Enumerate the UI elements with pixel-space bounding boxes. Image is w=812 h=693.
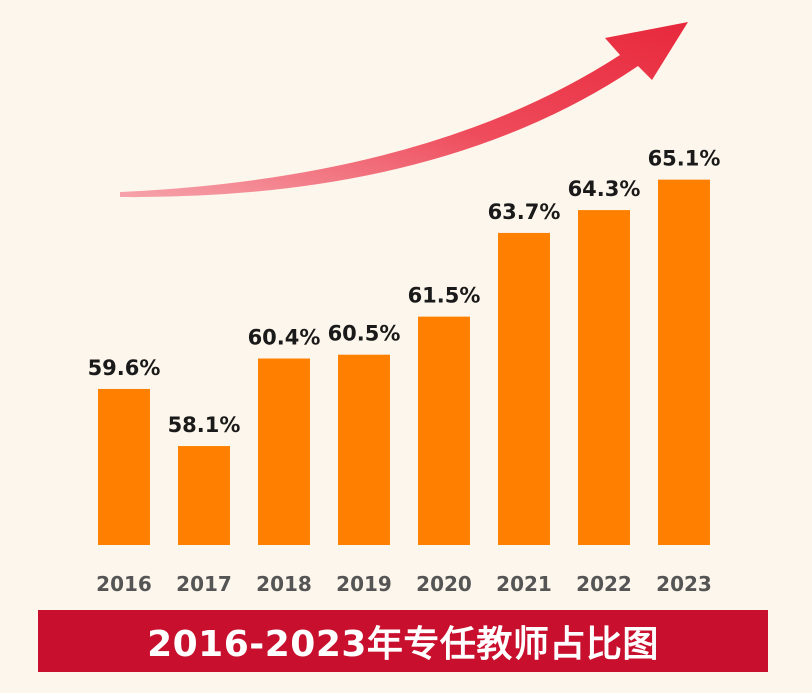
chart-title-band: 2016-2023年专任教师占比图 bbox=[38, 610, 768, 672]
x-tick-2020: 2020 bbox=[416, 572, 472, 596]
bar-chart: 59.6% 58.1% 60.4% 60.5% 61.5% 63.7% 64.3% 65.1%… bbox=[88, 22, 721, 596]
bar-2017 bbox=[178, 446, 230, 545]
value-label-2023: 65.1% bbox=[648, 147, 721, 171]
trend-arrow-icon bbox=[120, 22, 688, 198]
x-tick-2016: 2016 bbox=[96, 572, 152, 596]
x-tick-2017: 2017 bbox=[176, 572, 232, 596]
bar-2016 bbox=[98, 388, 150, 545]
value-label-2021: 63.7% bbox=[488, 200, 561, 224]
value-label-2018: 60.4% bbox=[248, 326, 321, 350]
bar-2021 bbox=[498, 232, 550, 545]
value-label-2020: 61.5% bbox=[408, 284, 481, 308]
x-tick-2023: 2023 bbox=[656, 572, 712, 596]
value-label-2016: 59.6% bbox=[88, 356, 161, 380]
bar-2019 bbox=[338, 354, 390, 545]
bar-2022 bbox=[578, 210, 630, 545]
bar-2020 bbox=[418, 316, 470, 545]
bar-2023 bbox=[658, 179, 710, 545]
chart-title: 2016-2023年专任教师占比图 bbox=[147, 624, 659, 665]
x-tick-2018: 2018 bbox=[256, 572, 312, 596]
value-label-2017: 58.1% bbox=[168, 413, 241, 437]
value-label-2022: 64.3% bbox=[568, 177, 641, 201]
value-label-2019: 60.5% bbox=[328, 322, 401, 346]
x-tick-2019: 2019 bbox=[336, 572, 392, 596]
x-tick-2022: 2022 bbox=[576, 572, 632, 596]
x-tick-2021: 2021 bbox=[496, 572, 552, 596]
bar-2018 bbox=[258, 358, 310, 545]
